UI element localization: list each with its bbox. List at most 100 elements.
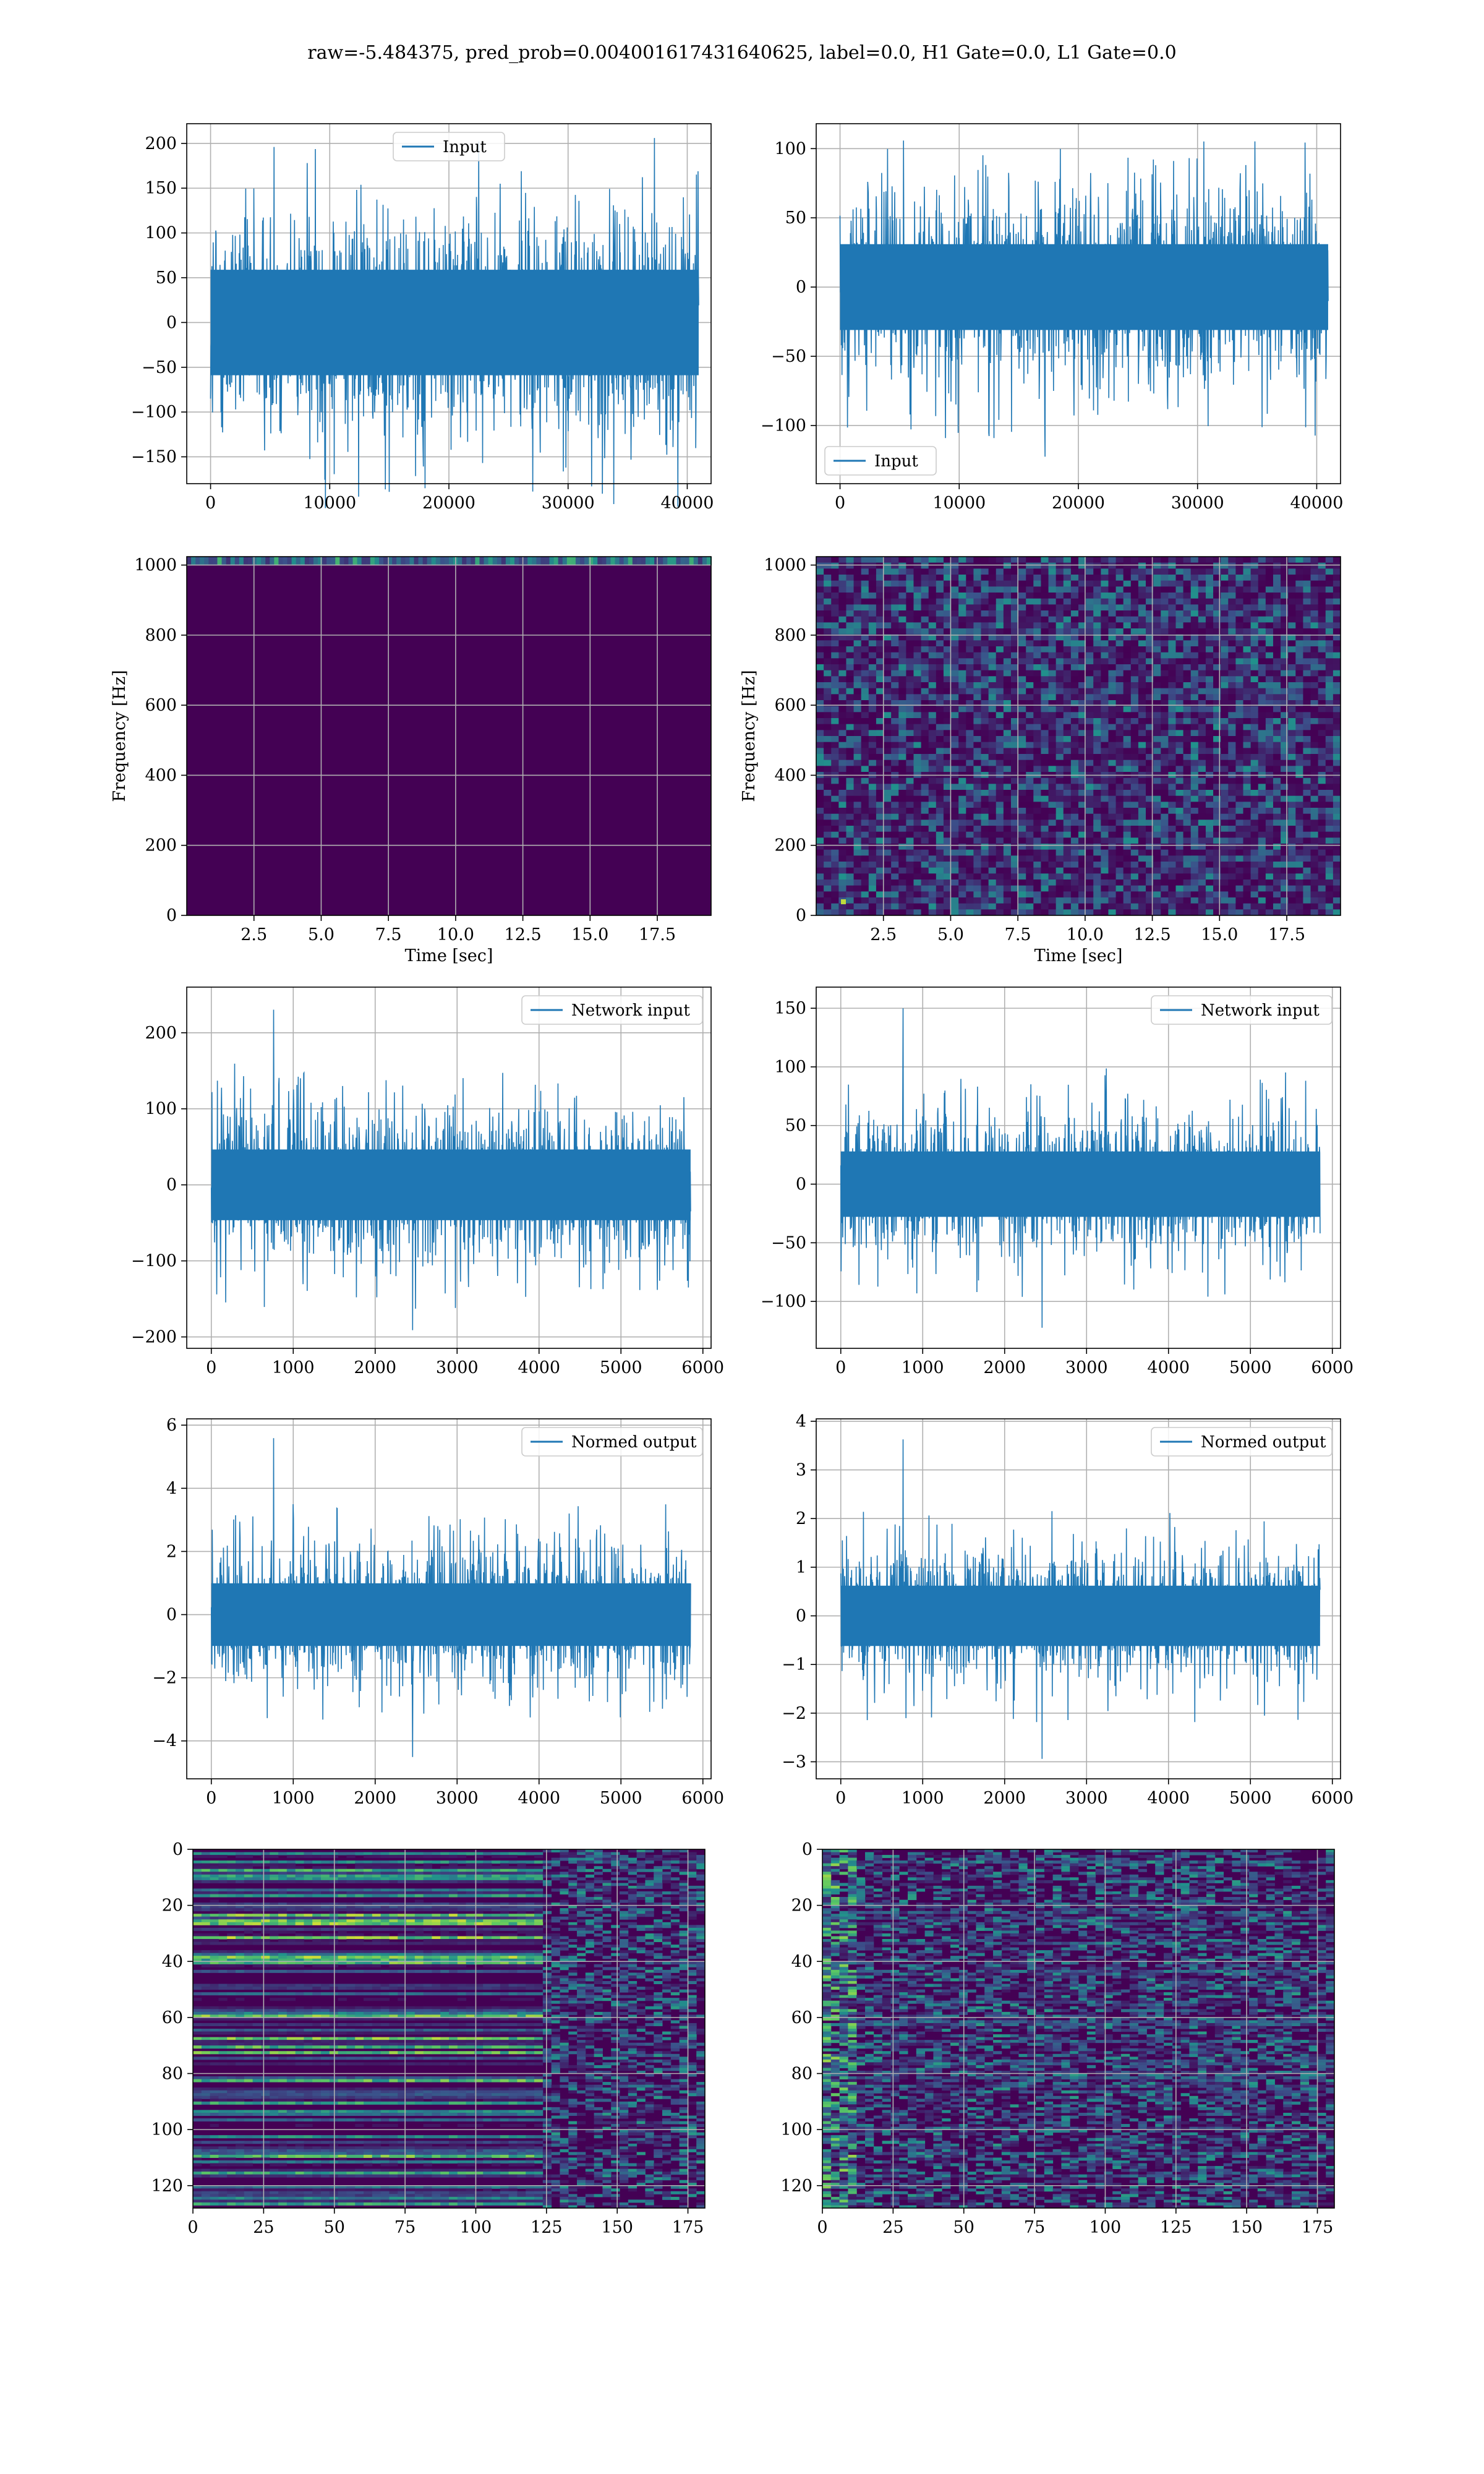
heatmap-cell <box>492 557 498 565</box>
heatmap-cell <box>831 586 839 593</box>
heatmap-cell <box>988 844 997 850</box>
heatmap-cell <box>1303 777 1311 784</box>
heatmap-cell <box>1228 748 1236 755</box>
heatmap-cell <box>449 1868 458 1872</box>
heatmap-cell <box>389 1860 398 1864</box>
heatmap-cell <box>1101 724 1109 730</box>
heatmap-cell <box>1213 897 1221 904</box>
heatmap-cell <box>1130 694 1139 701</box>
heatmap-cell <box>1115 580 1124 587</box>
heatmap-cell <box>1010 897 1019 904</box>
heatmap-cell <box>1325 844 1334 850</box>
heatmap-cell <box>1325 724 1334 730</box>
heatmap-cell <box>1041 610 1049 617</box>
legend-box <box>824 446 937 476</box>
heatmap-cell <box>1168 604 1176 611</box>
heatmap-cell <box>1258 593 1266 599</box>
heatmap-cell <box>517 1863 526 1867</box>
heatmap-cell <box>898 694 906 701</box>
heatmap-cell <box>1175 802 1184 808</box>
heatmap-cell <box>1003 652 1012 659</box>
heatmap-cell <box>1265 562 1274 569</box>
heatmap-cell <box>943 903 952 910</box>
heatmap-cell <box>1198 790 1206 797</box>
heatmap-cell <box>1198 880 1206 886</box>
heatmap-cell <box>1070 909 1079 916</box>
heatmap-cell <box>973 682 982 689</box>
heatmap-cell <box>1205 849 1214 856</box>
heatmap-cell <box>861 712 869 719</box>
heatmap-cell <box>958 640 966 647</box>
heatmap-cell <box>1198 802 1206 808</box>
heatmap-cell <box>1310 802 1319 808</box>
x-tick-label: 5000 <box>600 1789 642 1808</box>
heatmap-cell <box>988 718 997 725</box>
heatmap-cell <box>1161 670 1169 677</box>
heatmap-cell <box>928 748 937 755</box>
heatmap-cell <box>1026 640 1034 647</box>
heatmap-cell <box>966 813 974 820</box>
heatmap-cell <box>1228 826 1236 833</box>
heatmap-cell <box>1161 706 1169 713</box>
heatmap-cell <box>1288 760 1296 766</box>
heatmap-cell <box>1130 575 1139 581</box>
heatmap-cell <box>1168 754 1176 761</box>
heatmap-cell <box>1048 784 1057 790</box>
heatmap-cell <box>1183 844 1192 850</box>
heatmap-cell <box>1243 897 1252 904</box>
heatmap-cell <box>1205 670 1214 677</box>
heatmap-cell <box>958 580 966 587</box>
heatmap-cell <box>1026 634 1034 641</box>
heatmap-cell <box>936 826 944 833</box>
heatmap-cell <box>1198 664 1206 671</box>
heatmap-cell <box>1093 706 1101 713</box>
heatmap-cell <box>1281 634 1289 641</box>
heatmap-cell <box>1026 826 1034 833</box>
heatmap-cell <box>921 748 929 755</box>
heatmap-cell <box>1175 670 1184 677</box>
heatmap-cell <box>846 616 855 623</box>
heatmap-cell <box>1123 694 1132 701</box>
heatmap-cell <box>1250 568 1259 575</box>
heatmap-cell <box>1033 622 1041 629</box>
heatmap-cell <box>1010 862 1019 868</box>
heatmap-cell <box>981 790 989 797</box>
heatmap-cell <box>906 844 914 850</box>
heatmap-cell <box>988 730 997 737</box>
heatmap-cell <box>283 557 288 565</box>
heatmap-cell <box>1183 616 1192 623</box>
heatmap-cell <box>1175 813 1184 820</box>
heatmap-cell <box>824 855 832 862</box>
heatmap-cell <box>1055 808 1064 815</box>
heatmap-cell <box>966 790 974 797</box>
heatmap-cell <box>236 1866 245 1870</box>
heatmap-cell <box>988 897 997 904</box>
heatmap-cell <box>1063 575 1072 581</box>
heatmap-cell <box>1303 604 1311 611</box>
heatmap-cell <box>1175 568 1184 575</box>
heatmap-cell <box>853 736 862 743</box>
heatmap-cell <box>1138 706 1146 713</box>
heatmap-cell <box>936 909 944 916</box>
heatmap-cell <box>1303 712 1311 719</box>
heatmap-cell <box>193 1866 202 1870</box>
heatmap-cell <box>928 604 937 611</box>
heatmap-cell <box>1205 640 1214 647</box>
heatmap-cell <box>1033 849 1041 856</box>
heatmap-cell <box>846 604 855 611</box>
heatmap-cell <box>1138 562 1146 569</box>
heatmap-cell <box>868 867 877 874</box>
heatmap-cell <box>628 1857 638 1861</box>
heatmap-cell <box>913 754 922 761</box>
heatmap-cell <box>1281 873 1289 880</box>
heatmap-cell <box>602 1855 612 1859</box>
heatmap-cell <box>1108 849 1117 856</box>
heatmap-cell <box>244 1863 254 1867</box>
heatmap-cell <box>1063 837 1072 844</box>
heatmap-cell <box>1273 820 1281 826</box>
heatmap-cell <box>868 706 877 713</box>
heatmap-cell <box>346 1860 356 1864</box>
heatmap-cell <box>594 1849 603 1853</box>
heatmap-cell <box>906 820 914 826</box>
heatmap-cell <box>943 813 952 820</box>
